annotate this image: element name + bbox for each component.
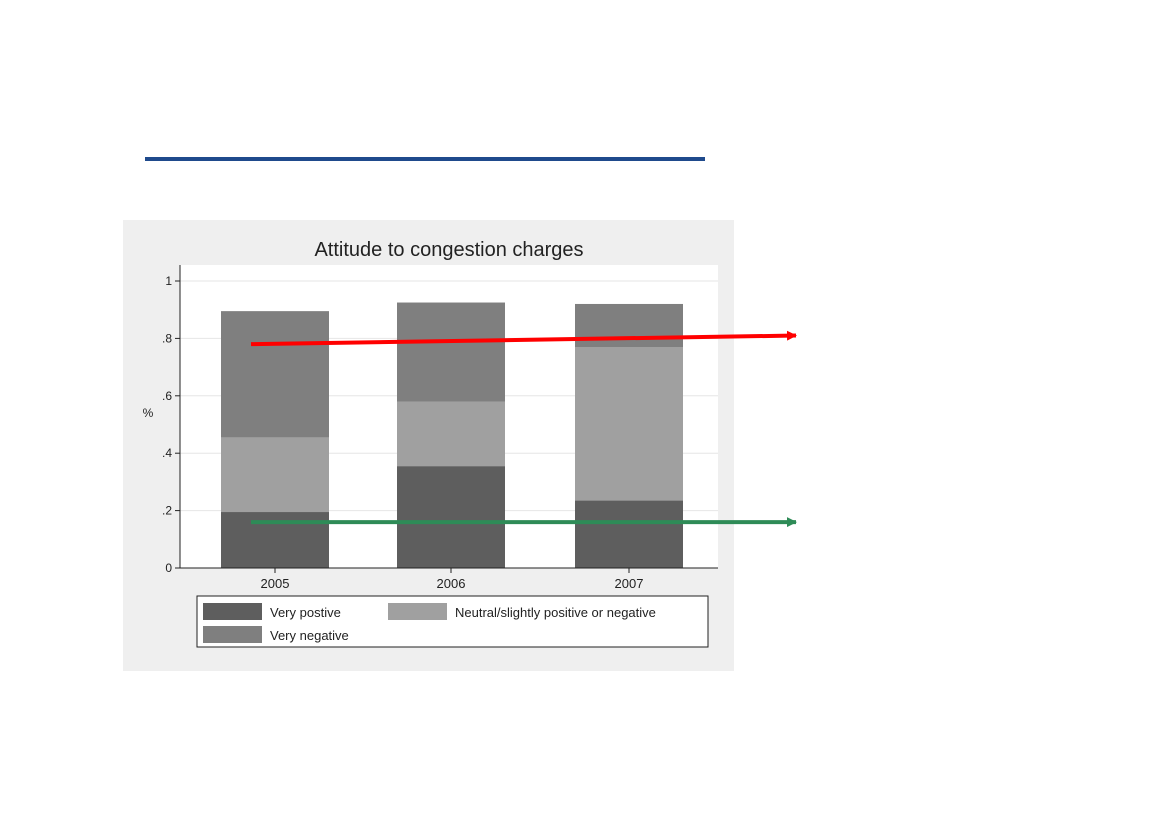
legend-label: Neutral/slightly positive or negative	[455, 605, 656, 620]
legend-swatch	[203, 603, 262, 620]
y-tick-label: .8	[162, 331, 172, 345]
chart-panel: 0 .2 .4 .6 .8 1 2005 2006 2007 Attitude to conge…	[123, 220, 734, 671]
header-rule	[145, 157, 705, 161]
attitude-chart: 0 .2 .4 .6 .8 1 2005 2006 2007 Attitude to conge…	[143, 239, 718, 648]
legend-swatch	[388, 603, 447, 620]
legend-label: Very negative	[270, 628, 349, 643]
bar-segment	[397, 302, 505, 402]
y-tick-label: .6	[162, 389, 172, 403]
bar-segment	[221, 512, 329, 568]
x-tick-label: 2007	[615, 576, 644, 591]
legend-swatch	[203, 626, 262, 643]
y-tick-label: .2	[162, 504, 172, 518]
bar-segment	[221, 311, 329, 438]
x-tick-label: 2005	[261, 576, 290, 591]
chart-title: Attitude to congestion charges	[314, 239, 583, 261]
legend-label: Very postive	[270, 605, 341, 620]
bar-segment	[575, 347, 683, 501]
y-tick-label: .4	[162, 446, 172, 460]
legend-box	[196, 595, 709, 648]
bar-segment	[575, 500, 683, 568]
y-axis-label: %	[143, 406, 154, 420]
bar-segment	[575, 303, 683, 348]
y-tick-label: 0	[165, 561, 172, 575]
bar-segment	[221, 437, 329, 513]
bar-segment	[397, 401, 505, 467]
y-tick-label: 1	[165, 274, 172, 288]
bar-segment	[397, 466, 505, 568]
x-tick-label: 2006	[437, 576, 466, 591]
